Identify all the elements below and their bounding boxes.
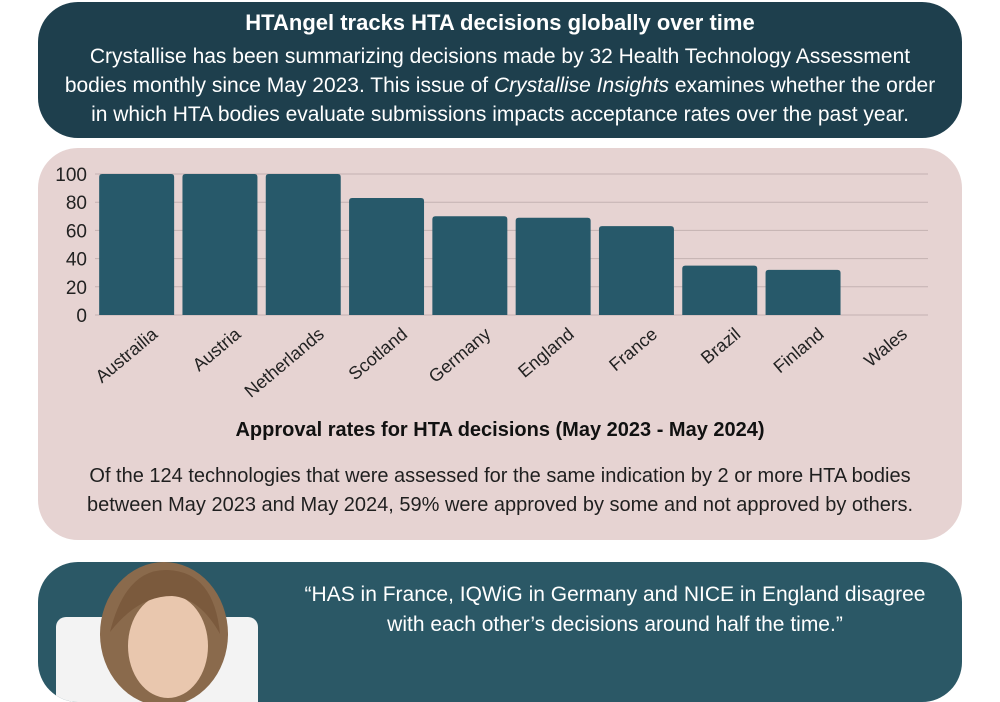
quote-card: “HAS in France, IQWiG in Germany and NIC… — [38, 562, 962, 702]
bar-germany — [432, 216, 508, 315]
banner-description: Crystallise has been summarizing decisio… — [58, 42, 942, 129]
publication-name: Crystallise Insights — [493, 74, 670, 97]
chart-caption: Of the 124 technologies that were assess… — [86, 465, 914, 516]
x-tick-label: France — [605, 324, 661, 375]
approval-rate-bar-chart: 0 20 40 60 80 100 Austrailia AustriaNetherlands… — [55, 165, 928, 402]
y-tick-label: 60 — [66, 221, 87, 242]
banner-title: HTAngel tracks HTA decisions globally ov… — [245, 10, 755, 35]
x-tick-label: Brazil — [697, 324, 744, 368]
x-tick-label: Scotland — [345, 324, 412, 384]
y-tick-label: 0 — [76, 306, 87, 327]
x-tick-label: England — [514, 324, 577, 382]
x-tick-label: Germany — [425, 324, 495, 387]
bar-england — [515, 217, 591, 315]
bar-brazil — [682, 265, 758, 315]
y-tick-label: 20 — [66, 278, 87, 299]
person-photo — [100, 562, 228, 702]
banner-text-part-1: Crystallise has been summarizing decisio… — [64, 45, 911, 97]
banner-text-part-2: examines whether the order in which HTA … — [91, 74, 936, 126]
x-tick-label: Austrailia — [92, 323, 162, 387]
x-tick-label: Austria — [189, 323, 246, 375]
approval-chart-card: 0 20 40 60 80 100 Austrailia Austria Netherlands… — [38, 148, 962, 540]
x-tick-label: Wales — [860, 324, 911, 371]
intro-banner: HTAngel tracks HTA decisions globally ov… — [38, 2, 962, 138]
x-tick-label: Finland — [770, 324, 828, 377]
bar-netherlands — [265, 174, 341, 315]
bar-austrailia — [99, 174, 175, 315]
quote-text: “HAS in France, IQWiG in Germany and NIC… — [304, 583, 926, 636]
chart-title: Approval rates for HTA decisions (May 20… — [235, 419, 765, 441]
y-tick-label: 40 — [66, 250, 87, 271]
x-tick-label: Netherlands — [241, 324, 328, 402]
bar-austria — [182, 174, 258, 315]
bar-france — [598, 226, 674, 315]
bar-scotland — [349, 197, 425, 315]
y-tick-label: 80 — [66, 193, 87, 214]
bar-finland — [765, 269, 841, 315]
y-tick-label: 100 — [55, 165, 87, 186]
